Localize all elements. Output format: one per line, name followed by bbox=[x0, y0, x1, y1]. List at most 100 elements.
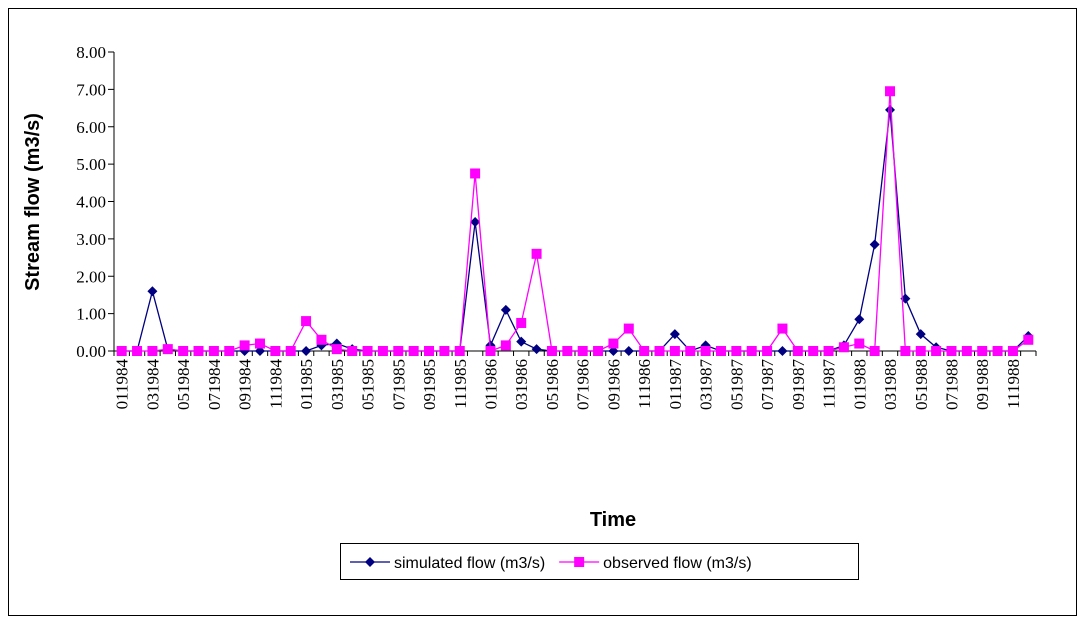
legend bbox=[340, 543, 859, 580]
marker bbox=[193, 346, 204, 356]
marker bbox=[577, 346, 588, 356]
marker bbox=[470, 217, 481, 228]
marker bbox=[654, 346, 665, 356]
x-tick-label: 031984 bbox=[143, 359, 162, 411]
x-tick-label: 111985 bbox=[451, 359, 470, 409]
marker bbox=[777, 346, 788, 356]
y-tick-label: 6.00 bbox=[76, 118, 106, 137]
marker bbox=[178, 346, 189, 356]
marker bbox=[500, 304, 511, 315]
marker bbox=[731, 346, 742, 356]
x-tick-label: 091985 bbox=[420, 359, 439, 410]
chart-border bbox=[8, 8, 1077, 616]
y-tick-label: 1.00 bbox=[76, 305, 106, 324]
marker bbox=[331, 344, 342, 355]
marker bbox=[915, 346, 926, 356]
marker bbox=[639, 346, 650, 356]
marker bbox=[685, 346, 696, 356]
marker bbox=[531, 248, 542, 259]
y-tick-label: 3.00 bbox=[76, 230, 106, 249]
x-tick-label: 091984 bbox=[236, 359, 255, 411]
marker bbox=[162, 344, 173, 355]
marker bbox=[500, 340, 511, 351]
marker bbox=[531, 344, 542, 355]
marker bbox=[516, 336, 527, 347]
x-tick-label: 111987 bbox=[820, 359, 839, 409]
marker bbox=[623, 323, 634, 334]
x-tick-label: 011985 bbox=[297, 359, 316, 409]
x-tick-label: 011986 bbox=[481, 359, 500, 409]
marker bbox=[439, 346, 450, 356]
marker bbox=[362, 346, 373, 356]
x-tick-label: 011988 bbox=[850, 359, 869, 409]
marker bbox=[454, 346, 465, 356]
marker bbox=[285, 346, 296, 356]
marker bbox=[838, 342, 849, 353]
legend-label: observed flow (m3/s) bbox=[603, 555, 752, 572]
x-tick-label: 051984 bbox=[174, 359, 193, 411]
x-tick-label: 091987 bbox=[789, 359, 808, 411]
x-tick-label: 051987 bbox=[727, 359, 746, 411]
marker bbox=[715, 346, 726, 356]
marker bbox=[365, 557, 375, 567]
marker bbox=[574, 557, 585, 567]
x-tick-label: 111988 bbox=[1004, 359, 1023, 409]
marker bbox=[132, 346, 143, 356]
marker bbox=[854, 314, 865, 325]
y-tick-label: 7.00 bbox=[76, 80, 106, 99]
marker bbox=[869, 239, 880, 250]
x-tick-label: 031985 bbox=[328, 359, 347, 410]
marker bbox=[961, 346, 972, 356]
y-axis-title: Stream flow (m3/s) bbox=[22, 113, 44, 291]
y-tick-label: 0.00 bbox=[76, 342, 106, 361]
marker bbox=[746, 346, 757, 356]
marker bbox=[669, 346, 680, 356]
x-tick-label: 051986 bbox=[543, 359, 562, 410]
marker bbox=[762, 346, 773, 356]
marker bbox=[147, 286, 158, 297]
y-tick-label: 4.00 bbox=[76, 193, 106, 212]
x-tick-label: 091988 bbox=[973, 359, 992, 410]
marker bbox=[854, 338, 865, 349]
marker bbox=[900, 346, 911, 356]
marker bbox=[485, 346, 496, 356]
marker bbox=[700, 346, 711, 356]
marker bbox=[915, 329, 926, 340]
marker bbox=[931, 346, 942, 356]
x-tick-label: 111984 bbox=[266, 359, 285, 409]
marker bbox=[869, 346, 880, 356]
x-tick-label: 051988 bbox=[912, 359, 931, 410]
x-tick-label: 011987 bbox=[666, 359, 685, 410]
y-tick-label: 2.00 bbox=[76, 267, 106, 286]
x-tick-label: 071985 bbox=[389, 359, 408, 410]
marker bbox=[562, 346, 573, 356]
x-tick-label: 051985 bbox=[359, 359, 378, 410]
marker bbox=[977, 346, 988, 356]
marker bbox=[347, 346, 358, 356]
marker bbox=[792, 346, 803, 356]
x-tick-label: 071987 bbox=[758, 359, 777, 411]
marker bbox=[777, 323, 788, 334]
marker bbox=[823, 346, 834, 356]
marker bbox=[147, 346, 158, 356]
marker bbox=[885, 86, 896, 97]
marker bbox=[516, 317, 527, 328]
marker bbox=[408, 346, 419, 356]
marker bbox=[239, 340, 250, 351]
marker bbox=[254, 338, 265, 349]
marker bbox=[208, 346, 219, 356]
x-tick-label: 071984 bbox=[205, 359, 224, 411]
marker bbox=[301, 346, 312, 356]
x-tick-label: 031986 bbox=[512, 359, 531, 410]
marker bbox=[546, 346, 557, 356]
marker bbox=[992, 346, 1003, 356]
marker bbox=[808, 346, 819, 356]
x-tick-label: 031988 bbox=[881, 359, 900, 410]
marker bbox=[623, 346, 634, 356]
marker bbox=[593, 346, 604, 356]
legend-label: simulated flow (m3/s) bbox=[394, 555, 545, 572]
marker bbox=[424, 346, 435, 356]
marker bbox=[669, 329, 680, 340]
marker bbox=[224, 346, 235, 356]
